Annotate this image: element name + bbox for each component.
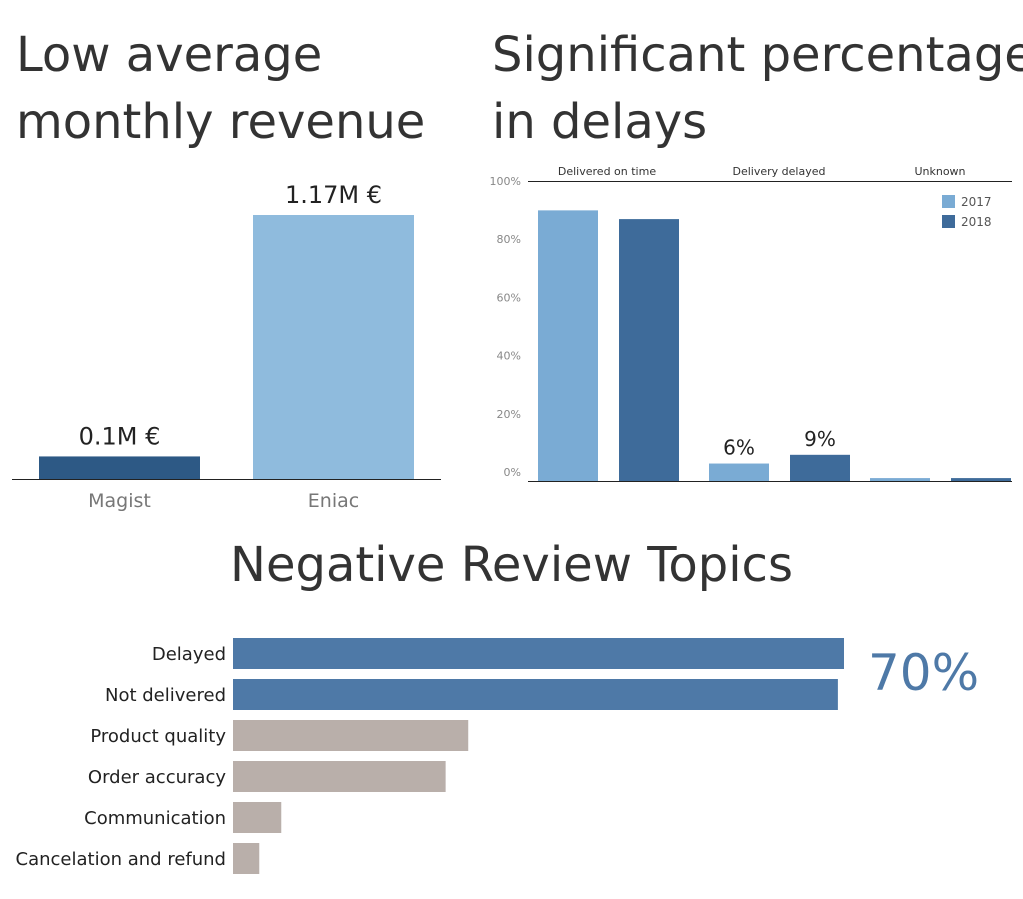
delays-legend-label: 2018: [961, 215, 992, 229]
topic-bar: [233, 638, 844, 669]
delays-ytick-label: 0%: [504, 466, 521, 479]
delays-bar: [790, 454, 850, 481]
topic-bar: [233, 720, 469, 751]
delays-ytick-label: 20%: [497, 408, 521, 421]
topic-category-label: Delayed: [152, 644, 226, 665]
revenue-chart: 0.1M € Magist 1.17M € Eniac: [12, 181, 441, 512]
topic-category-label: Order accuracy: [88, 767, 226, 788]
delays-category-label: Unknown: [914, 165, 965, 178]
topics-callout: 70%: [868, 644, 980, 702]
delays-chart-title: Significant percentage in delays: [492, 27, 1023, 150]
delays-bar: [709, 463, 769, 481]
delays-bar: [619, 219, 679, 481]
delays-category-label: Delivery delayed: [733, 165, 826, 178]
topic-category-label: Not delivered: [105, 685, 226, 706]
revenue-data-label: 1.17M €: [285, 181, 382, 209]
delays-data-label: 6%: [723, 436, 755, 460]
delays-chart: Delivered on time Delivery delayed Unknown…: [490, 165, 1012, 482]
delays-ytick-label: 80%: [497, 233, 521, 246]
delays-bar: [951, 478, 1011, 481]
topics-chart-title: Negative Review Topics: [230, 537, 793, 593]
revenue-bar: [39, 456, 200, 479]
revenue-category-label: Magist: [88, 490, 151, 512]
delays-legend-swatch: [942, 195, 955, 208]
delays-ytick-label: 60%: [497, 291, 521, 304]
topic-bar: [233, 679, 838, 710]
topic-bar: [233, 843, 260, 874]
delays-category-label: Delivered on time: [558, 165, 656, 178]
delays-bar: [538, 210, 598, 481]
topic-category-label: Cancelation and refund: [16, 849, 226, 870]
topic-bar: [233, 802, 282, 833]
delays-bar: [870, 478, 930, 481]
delays-ytick-label: 40%: [497, 350, 521, 363]
topic-category-label: Product quality: [90, 726, 226, 747]
revenue-bar: [253, 215, 414, 479]
topic-category-label: Communication: [84, 808, 226, 829]
revenue-category-label: Eniac: [308, 490, 359, 512]
delays-legend-swatch: [942, 215, 955, 228]
delays-ytick-label: 100%: [490, 175, 521, 188]
topics-chart: Delayed Not delivered Product quality Order…: [16, 638, 844, 874]
revenue-data-label: 0.1M €: [79, 422, 161, 450]
revenue-chart-title: Low average monthly revenue: [16, 27, 426, 150]
topic-bar: [233, 761, 446, 792]
delays-legend-label: 2017: [961, 195, 992, 209]
delays-data-label: 9%: [804, 427, 836, 451]
